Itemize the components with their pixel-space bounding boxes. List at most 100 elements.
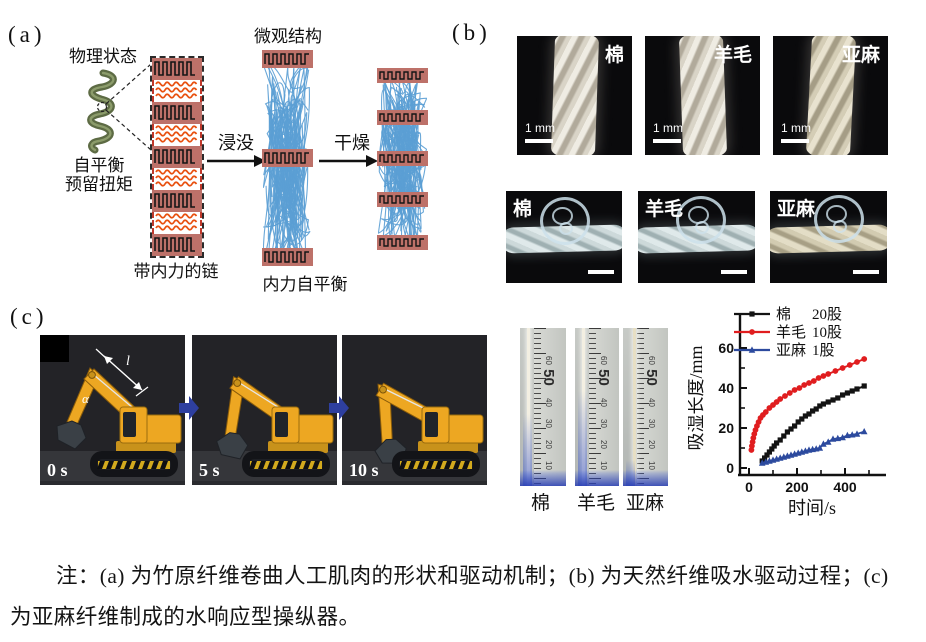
sequence-arrow-2 — [329, 396, 349, 420]
chain-with-internal-force-diagram — [150, 56, 204, 258]
svg-text:10股: 10股 — [812, 324, 842, 341]
time-label: 5 s — [199, 460, 220, 480]
chain-label: 带内力的链 — [133, 262, 219, 281]
coiled-fiber-illustration — [82, 68, 120, 154]
immersion-label: 浸没 — [218, 133, 254, 153]
scale-bar — [721, 270, 747, 274]
scribble-band — [152, 124, 202, 146]
wool-ruler-photo: 10 20 30 40 50 60 — [575, 328, 619, 486]
physical-state-label: 物理状态 — [69, 47, 137, 66]
panel-c-label: (c) — [10, 304, 48, 329]
figure-caption: 注：(a) 为竹原纤维卷曲人工肌肉的形状和驱动机制；(b) 为天然纤维吸水驱动过… — [10, 564, 889, 629]
ruler-label-linen: 亚麻 — [626, 493, 665, 514]
ruler-number: 60 — [543, 356, 553, 365]
svg-text:棉: 棉 — [776, 306, 791, 323]
ruler-number: 60 — [646, 356, 656, 365]
magnify-connector-lines — [96, 63, 152, 151]
meander-band — [152, 234, 202, 256]
dried-structure-diagram — [377, 68, 428, 252]
svg-text:20股: 20股 — [812, 306, 842, 323]
ruler-number: 50 — [642, 369, 660, 386]
wool-label: 羊毛 — [645, 199, 684, 220]
cotton-droplet-photo: 棉 — [506, 191, 622, 283]
series-棉: 棉 20股 — [734, 306, 867, 464]
ruler-number: 50 — [539, 369, 557, 386]
svg-text:吸湿长度/mm: 吸湿长度/mm — [688, 345, 706, 450]
ruler-number: 10 — [543, 461, 553, 470]
excavator-photo-5s: 5 s — [192, 335, 337, 485]
self-balance-label: 自平衡 — [73, 156, 125, 175]
reserved-torque-label: 预留扭矩 — [65, 175, 133, 194]
cotton-label: 棉 — [513, 199, 533, 220]
internal-balance-label: 内力自平衡 — [262, 275, 348, 294]
svg-text:0: 0 — [745, 479, 753, 495]
svg-text:0: 0 — [726, 460, 734, 476]
svg-text:60: 60 — [718, 340, 734, 356]
panel-a-label: (a) — [8, 22, 46, 47]
svg-text:20: 20 — [718, 420, 734, 436]
panel-b-label: (b) — [452, 20, 491, 45]
ruler-number: 30 — [543, 419, 553, 428]
length-symbol: l — [126, 354, 130, 369]
scale-text: 1 mm — [525, 121, 555, 135]
ruler-label-wool: 羊毛 — [577, 493, 616, 514]
black-patch — [40, 335, 69, 362]
ruler-label-cotton: 棉 — [531, 493, 551, 514]
scale-text: 1 mm — [781, 121, 811, 135]
scribble-band — [152, 168, 202, 190]
meander-band — [152, 146, 202, 168]
angle-symbol: α — [82, 391, 90, 406]
absorption-chart: 0 200 400 0 20 40 60 时间/s 吸湿长度/mm 棉 20股 羊毛 10股 亚麻 1股 — [688, 288, 926, 530]
wool-yarn-photo: 羊毛 1 mm — [645, 36, 760, 155]
ruler-number: 20 — [646, 440, 656, 449]
scribble-band — [152, 80, 202, 102]
scale-bar — [588, 270, 614, 274]
linen-label: 亚麻 — [777, 199, 816, 220]
time-label: 10 s — [349, 460, 379, 480]
svg-text:40: 40 — [718, 380, 734, 396]
svg-text:400: 400 — [833, 479, 857, 495]
scribble-band — [152, 212, 202, 234]
scale-bar — [853, 270, 879, 274]
scale-bar — [525, 139, 553, 143]
ruler-number: 30 — [646, 419, 656, 428]
cotton-yarn-photo: 棉 1 mm — [517, 36, 632, 155]
svg-text:时间/s: 时间/s — [788, 498, 836, 518]
series-亚麻: 亚麻 1股 — [734, 342, 868, 466]
linen-label: 亚麻 — [841, 45, 880, 66]
svg-text:亚麻: 亚麻 — [776, 342, 806, 359]
ruler-number: 40 — [543, 398, 553, 407]
series-羊毛: 羊毛 10股 — [734, 324, 868, 453]
wool-label: 羊毛 — [713, 45, 752, 66]
meander-band — [152, 190, 202, 212]
microstructure-label: 微观结构 — [254, 27, 322, 46]
immersion-arrow — [207, 155, 266, 167]
linen-yarn-photo: 亚麻 1 mm — [773, 36, 888, 155]
ruler-number: 50 — [594, 369, 612, 386]
ruler-number: 40 — [598, 398, 608, 407]
linen-ruler-photo: 10 20 30 40 50 60 — [623, 328, 668, 486]
meander-band — [152, 58, 202, 80]
ruler-number: 60 — [598, 356, 608, 365]
linen-droplet-photo: 亚麻 — [770, 191, 887, 283]
time-label: 0 s — [47, 460, 68, 480]
ruler-number: 10 — [598, 461, 608, 470]
meander-band — [152, 102, 202, 124]
ruler-number: 40 — [646, 398, 656, 407]
ruler-number: 10 — [646, 461, 656, 470]
svg-text:200: 200 — [785, 479, 809, 495]
excavator-photo-10s: 10 s — [342, 335, 487, 485]
svg-text:羊毛: 羊毛 — [776, 324, 806, 341]
wool-droplet-photo: 羊毛 — [638, 191, 755, 283]
excavator-photo-0s: l α 0 s — [40, 335, 185, 485]
ruler-number: 30 — [598, 419, 608, 428]
scale-text: 1 mm — [653, 121, 683, 135]
scale-bar — [781, 139, 809, 143]
cotton-label: 棉 — [604, 45, 624, 66]
scale-bar — [653, 139, 681, 143]
swollen-microstructure-diagram — [262, 50, 313, 268]
drying-label: 干燥 — [334, 133, 370, 153]
svg-text:1股: 1股 — [812, 342, 835, 359]
ruler-number: 20 — [598, 440, 608, 449]
